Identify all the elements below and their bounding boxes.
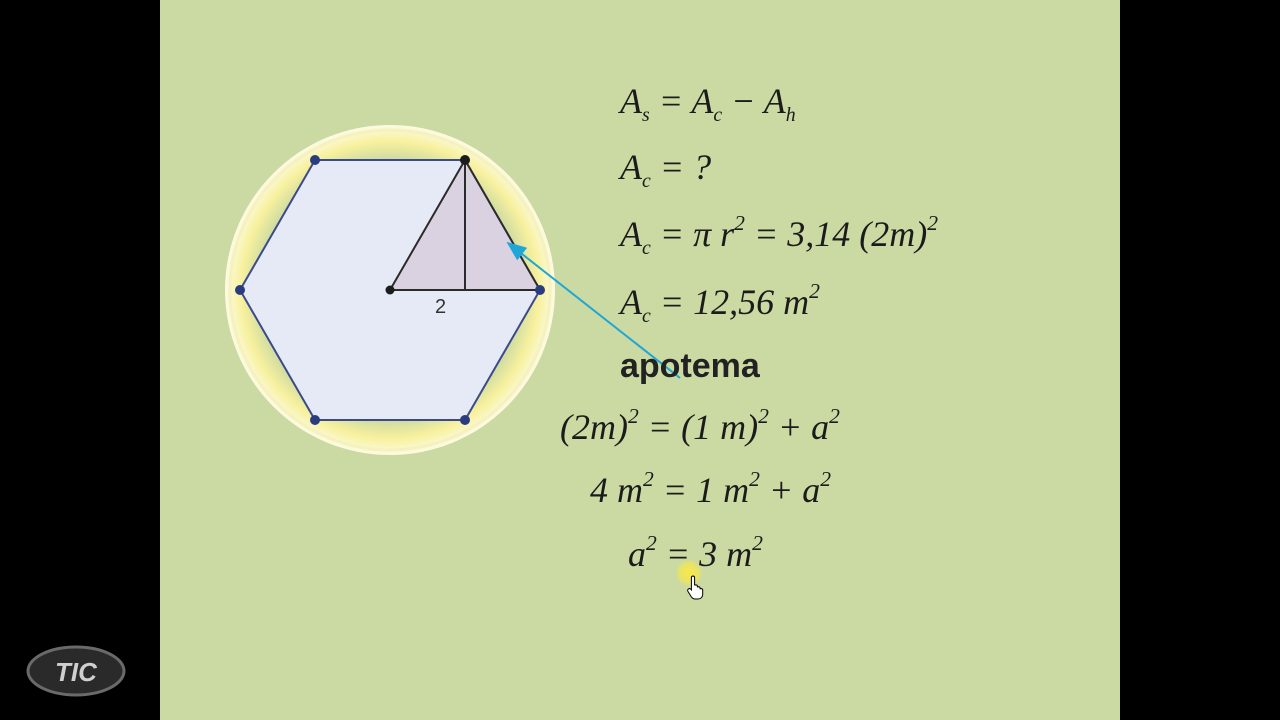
eq-Ac-unknown: Ac = ?	[620, 146, 1100, 194]
tic-logo: TIC	[26, 642, 126, 700]
hex-vertex-dot	[235, 285, 245, 295]
eq-a-squared: a2 = 3 m2	[628, 531, 1100, 576]
var-A: A	[620, 81, 642, 121]
eq-As: As = Ac − Ah	[620, 80, 1100, 128]
hex-vertex-dot	[460, 155, 470, 165]
radius-label: 2	[435, 296, 446, 319]
hexagon-diagram: 2	[210, 110, 570, 470]
var-A: A	[764, 81, 786, 121]
equations-column: As = Ac − Ah Ac = ? Ac = π r2 = 3,14 (2m…	[620, 80, 1100, 594]
center-dot	[386, 286, 395, 295]
hex-vertex-dot	[535, 285, 545, 295]
apotema-label: apotema	[620, 347, 1100, 386]
eq-Ac-value: Ac = 12,56 m2	[620, 279, 1100, 329]
hex-vertex-dot	[310, 155, 320, 165]
eq-pythagoras-1: (2m)2 = (1 m)2 + a2	[560, 404, 1100, 449]
eq-pythagoras-2: 4 m2 = 1 m2 + a2	[590, 467, 1100, 512]
hex-vertex-dot	[460, 415, 470, 425]
var-A: A	[691, 81, 713, 121]
eq-Ac-formula: Ac = π r2 = 3,14 (2m)2	[620, 211, 1100, 261]
hex-vertex-dot	[310, 415, 320, 425]
slide-stage: 2 As = Ac − Ah Ac = ? Ac = π r2 = 3,14 (…	[160, 0, 1120, 720]
logo-text: TIC	[55, 657, 98, 687]
